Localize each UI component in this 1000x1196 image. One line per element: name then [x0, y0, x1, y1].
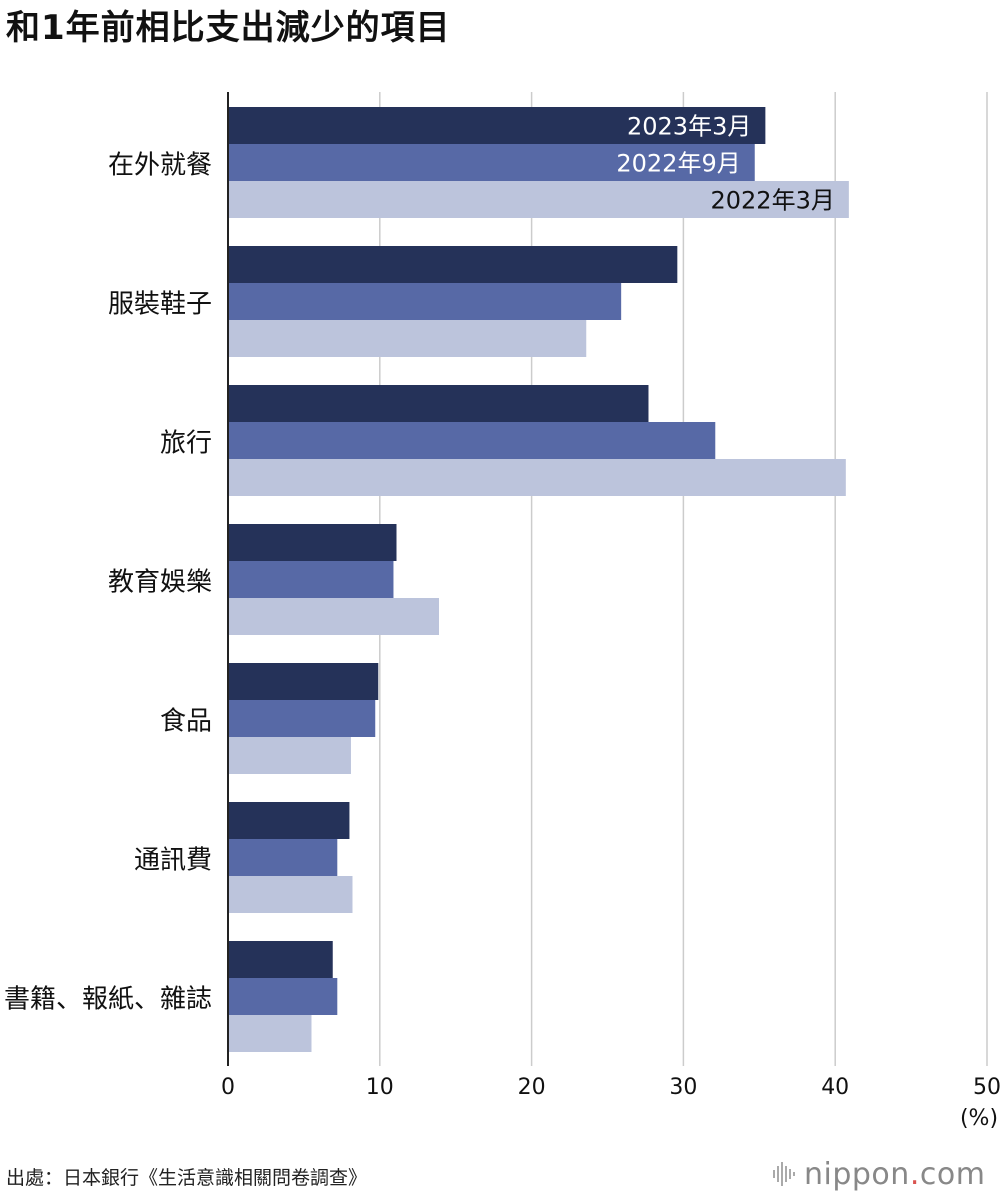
series-label: 2022年9月 — [616, 150, 740, 178]
category-label: 旅行 — [160, 429, 212, 459]
bar-1 — [228, 107, 766, 144]
bar-1 — [228, 941, 333, 978]
bar-3 — [228, 459, 846, 496]
bar-1 — [228, 524, 397, 561]
bar-1 — [228, 246, 678, 283]
bar-3 — [228, 181, 849, 218]
bar-3 — [228, 320, 587, 357]
bar-2 — [228, 978, 338, 1015]
sound-wave-icon — [773, 1162, 795, 1186]
bar-1 — [228, 385, 649, 422]
x-tick-label: 20 — [518, 1075, 546, 1100]
bar-2 — [228, 283, 622, 320]
logo-name: nippon — [804, 1156, 910, 1192]
bar-chart: 2023年3月 2022年9月 2022年3月 在外就餐服裝鞋子旅行教育娛樂食品通訊費… — [4, 92, 1000, 1131]
bar-3 — [228, 1015, 312, 1052]
category-label: 食品 — [160, 707, 212, 737]
bar-1 — [228, 802, 350, 839]
logo-dot: . — [909, 1156, 920, 1192]
category-label: 在外就餐 — [108, 151, 212, 181]
bar-1 — [228, 663, 379, 700]
source-note: 出處：日本銀行《生活意識相關問卷調查》 — [6, 1167, 368, 1189]
category-label: 通訊費 — [134, 846, 212, 876]
category-label: 服裝鞋子 — [108, 290, 212, 320]
logo-text: nippon.com — [804, 1157, 985, 1192]
x-tick-label: 0 — [221, 1075, 235, 1100]
series-label: 2022年3月 — [711, 187, 835, 215]
bar-2 — [228, 422, 716, 459]
chart-title: 和1年前相比支出減少的項目 — [6, 8, 451, 48]
x-tick-label: 40 — [821, 1075, 849, 1100]
bar-2 — [228, 700, 376, 737]
category-label: 教育娛樂 — [108, 568, 212, 598]
bar-2 — [228, 839, 338, 876]
bar-3 — [228, 737, 351, 774]
x-tick-label: 30 — [669, 1075, 697, 1100]
series-label: 2023年3月 — [627, 113, 751, 141]
bar-2 — [228, 144, 755, 181]
nippon-logo: nippon.com — [772, 1156, 996, 1192]
logo-suffix: com — [919, 1156, 986, 1192]
x-tick-label: 10 — [366, 1075, 394, 1100]
bar-3 — [228, 598, 440, 635]
bar-2 — [228, 561, 394, 598]
x-unit-label: (%) — [960, 1106, 998, 1131]
bar-3 — [228, 876, 353, 913]
category-label: 書籍、報紙、雜誌 — [4, 985, 212, 1015]
x-tick-label: 50 — [973, 1075, 1000, 1100]
